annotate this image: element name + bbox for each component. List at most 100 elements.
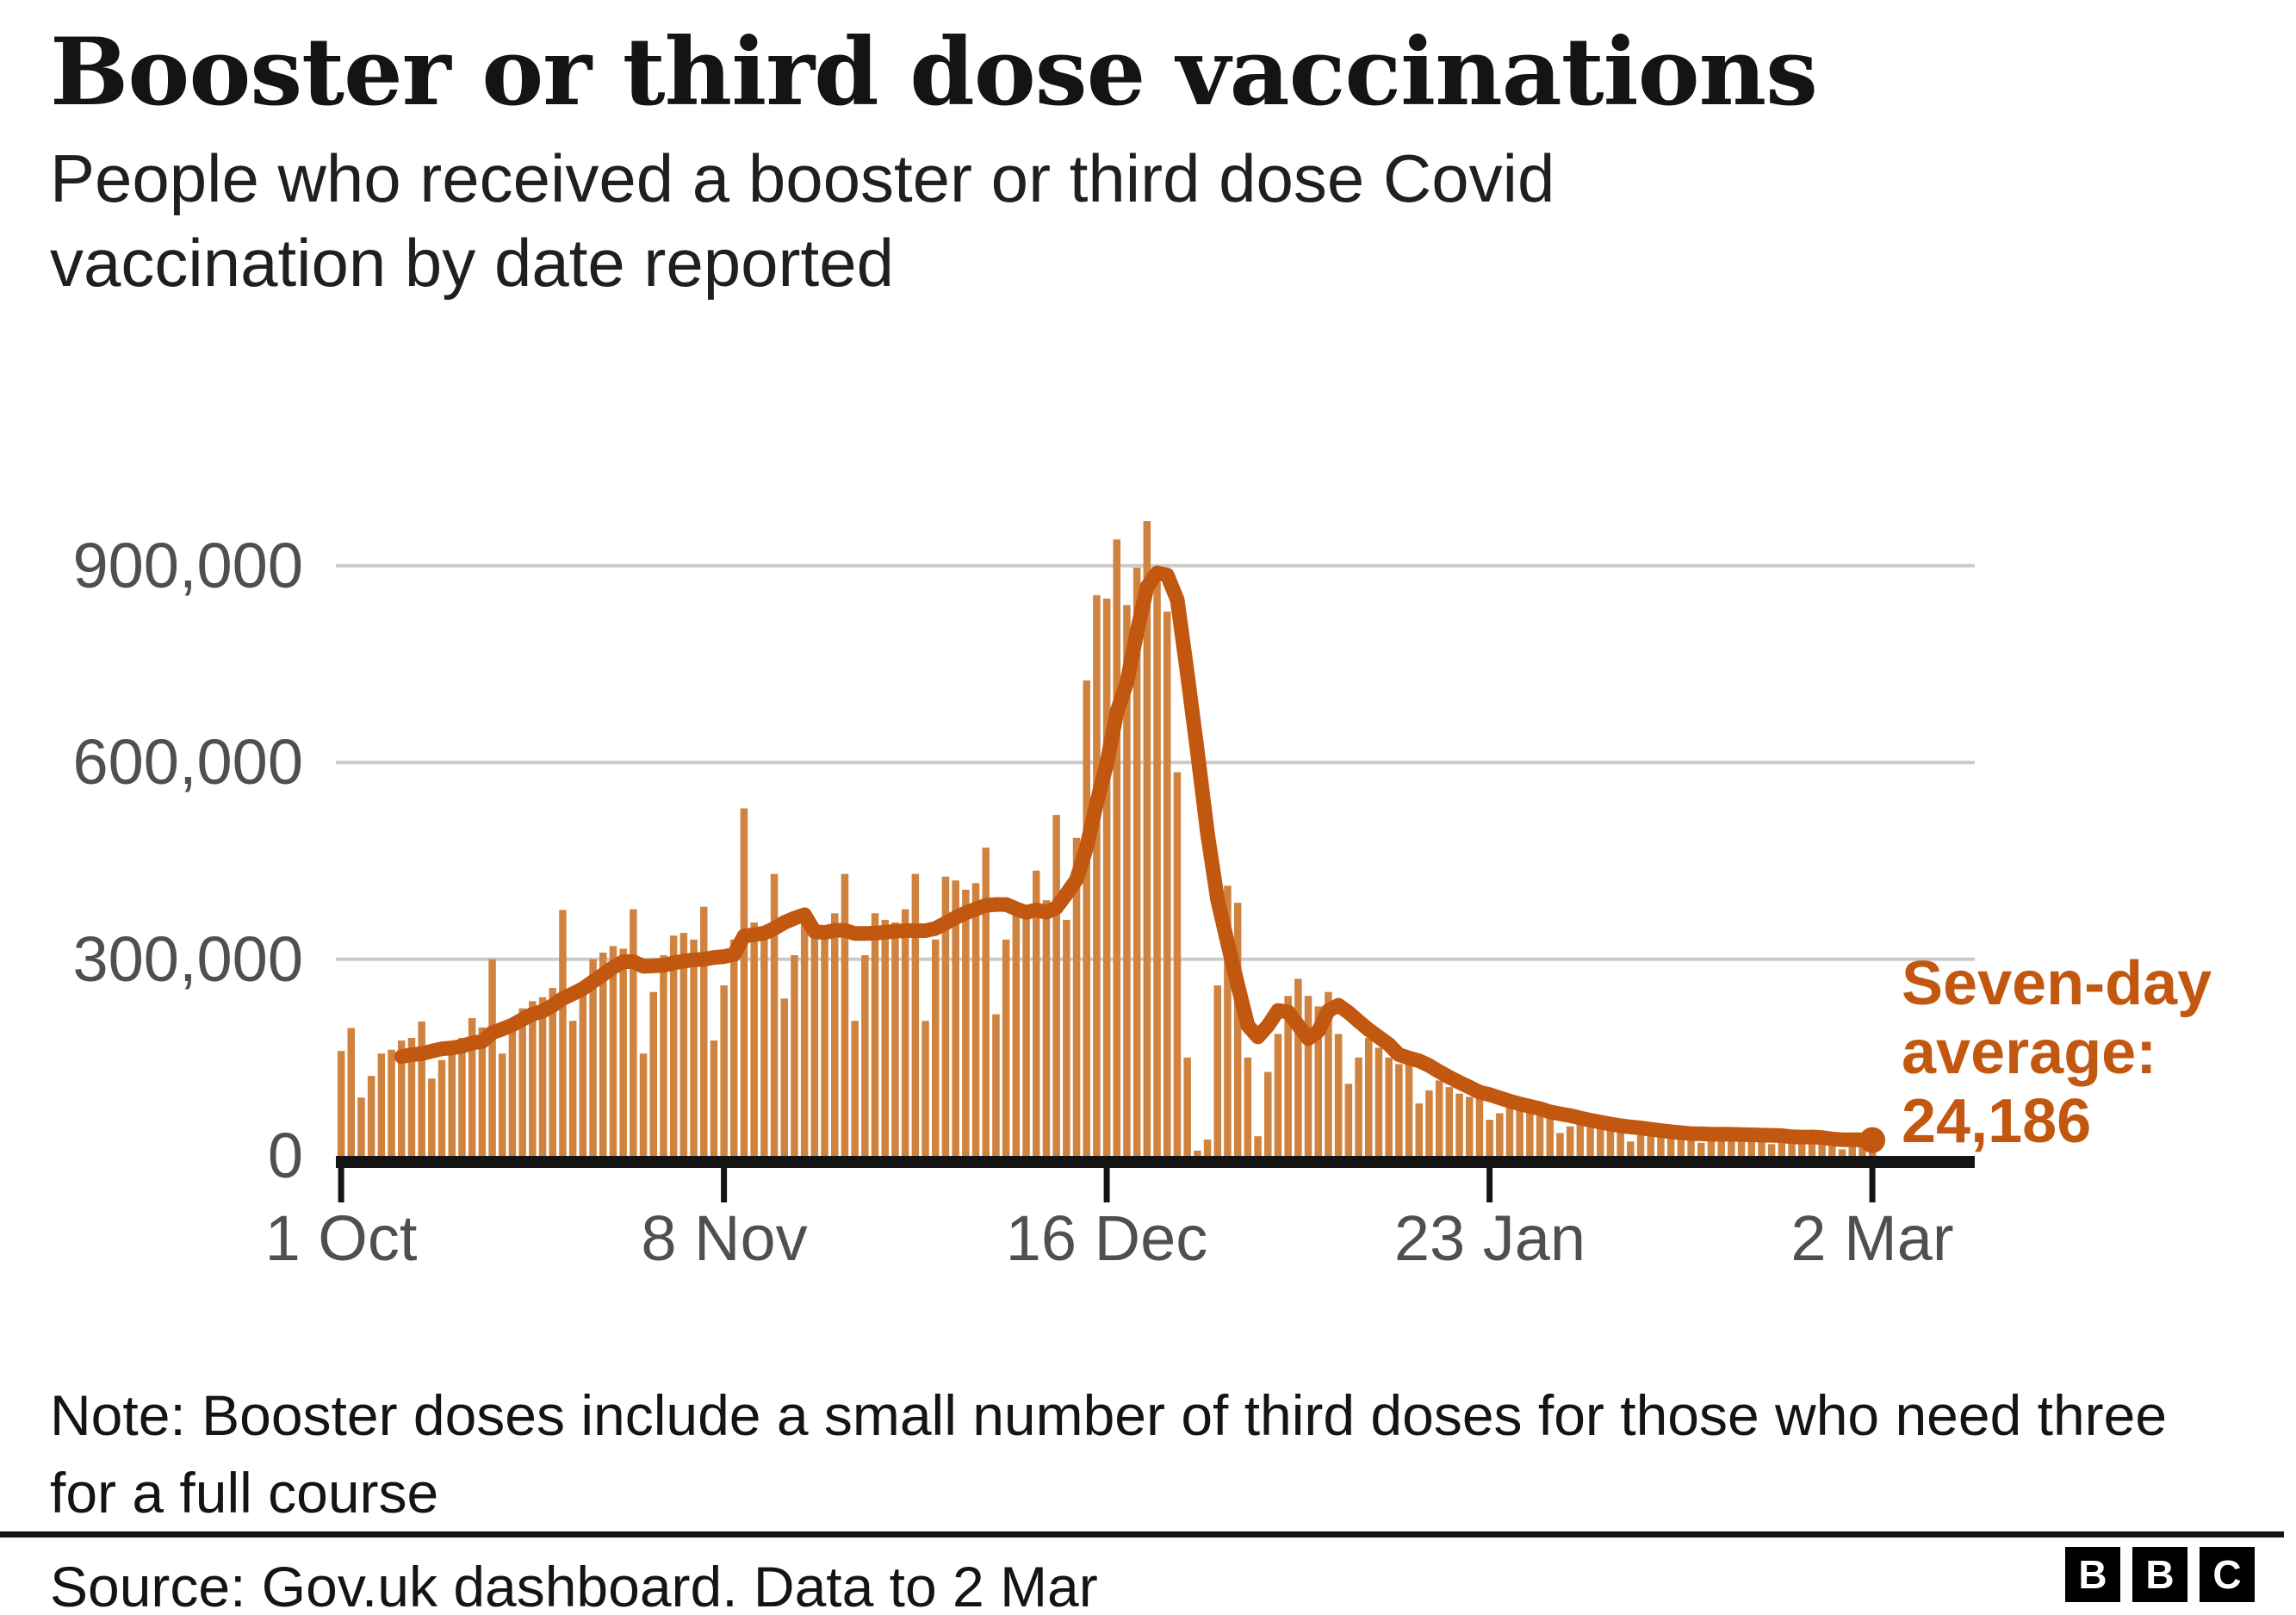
- daily-bar: [1203, 1140, 1212, 1156]
- daily-bar: [1415, 1103, 1423, 1156]
- daily-bar: [1274, 1034, 1282, 1156]
- daily-bar: [619, 948, 627, 1156]
- daily-bar: [549, 988, 556, 1156]
- daily-bar: [1606, 1126, 1615, 1156]
- daily-bar: [1647, 1129, 1654, 1156]
- x-axis-tick: [338, 1156, 344, 1202]
- source-credit: Source: Gov.uk dashboard. Data to 2 Mar: [50, 1555, 1098, 1615]
- daily-bar: [1153, 581, 1161, 1156]
- daily-bar: [559, 910, 567, 1156]
- daily-bar: [428, 1078, 436, 1156]
- daily-bar: [660, 955, 667, 1156]
- x-axis-tick: [1869, 1156, 1876, 1202]
- daily-bar: [1123, 605, 1131, 1156]
- daily-bar: [508, 1031, 517, 1156]
- page-title: Booster or third dose vaccinations: [50, 18, 1818, 127]
- daily-bar: [932, 939, 940, 1156]
- daily-bar: [1505, 1103, 1514, 1156]
- daily-bar: [1304, 996, 1312, 1156]
- line-end-dot: [1859, 1127, 1886, 1153]
- daily-bar: [881, 919, 889, 1156]
- daily-bar: [992, 1014, 1000, 1156]
- daily-bar: [1546, 1116, 1554, 1156]
- daily-bar: [1132, 568, 1141, 1156]
- daily-bar: [1022, 906, 1030, 1156]
- daily-bar: [1466, 1096, 1474, 1156]
- y-tick-label: 900,000: [72, 530, 304, 601]
- daily-bar: [367, 1076, 375, 1156]
- daily-bar: [821, 929, 828, 1156]
- daily-bar: [1808, 1133, 1816, 1156]
- daily-bar: [1677, 1134, 1685, 1156]
- daily-bar: [1213, 985, 1221, 1156]
- annotation-line-1: Seven-day: [1902, 949, 2212, 1018]
- daily-bar: [1405, 1057, 1413, 1156]
- daily-bar: [1063, 919, 1070, 1156]
- daily-bar: [871, 913, 879, 1156]
- daily-bar: [649, 991, 657, 1156]
- daily-bar: [337, 1051, 345, 1156]
- daily-bar: [1344, 1084, 1353, 1156]
- daily-bar: [488, 959, 496, 1156]
- daily-bar: [1072, 837, 1081, 1156]
- daily-bar: [1294, 978, 1302, 1156]
- daily-bar: [1445, 1087, 1454, 1156]
- daily-bar: [851, 1021, 859, 1156]
- daily-bar: [568, 1021, 577, 1156]
- daily-bar: [1576, 1120, 1585, 1156]
- daily-bar: [1788, 1136, 1796, 1156]
- daily-bar: [1385, 1057, 1393, 1156]
- daily-bar: [1778, 1139, 1786, 1156]
- daily-bar: [1536, 1113, 1544, 1156]
- daily-bar: [1365, 1038, 1373, 1156]
- daily-bar: [468, 1018, 476, 1156]
- daily-bar: [1838, 1149, 1846, 1156]
- daily-bar: [1224, 885, 1232, 1156]
- daily-bar: [1516, 1106, 1523, 1156]
- daily-bar: [1102, 598, 1111, 1156]
- bbc-logo: B B C: [2065, 1547, 2255, 1602]
- x-tick-label: 16 Dec: [1005, 1202, 1208, 1274]
- daily-bar: [1435, 1080, 1443, 1156]
- daily-bar: [911, 873, 920, 1156]
- daily-bar: [1083, 680, 1090, 1156]
- daily-bar: [1052, 815, 1060, 1156]
- y-tick-label: 300,000: [72, 923, 304, 995]
- seven-day-average-annotation: Seven-day average: 24,186: [1902, 949, 2212, 1156]
- daily-bar: [1697, 1142, 1705, 1156]
- daily-bar: [1666, 1132, 1675, 1156]
- daily-bar: [458, 1038, 466, 1156]
- daily-bar: [1636, 1133, 1645, 1156]
- daily-bar: [1374, 1047, 1383, 1156]
- daily-bar: [1556, 1133, 1564, 1156]
- daily-bar: [780, 998, 788, 1156]
- daily-bar: [1798, 1134, 1806, 1156]
- daily-bar: [710, 1040, 718, 1156]
- daily-bar: [941, 876, 950, 1156]
- daily-bar: [499, 1053, 506, 1156]
- daily-bar: [1113, 539, 1120, 1156]
- daily-bar: [841, 873, 849, 1156]
- daily-bar: [1597, 1124, 1604, 1156]
- daily-bar: [639, 1053, 648, 1156]
- bbc-logo-letter-b2: B: [2132, 1547, 2187, 1602]
- daily-bar: [437, 1059, 446, 1156]
- seven-day-average-line: [394, 565, 1880, 1148]
- subtitle-line-1: People who received a booster or third d…: [50, 140, 1555, 216]
- daily-bar: [1526, 1109, 1534, 1156]
- daily-bar: [1325, 991, 1332, 1156]
- daily-bar: [791, 955, 798, 1156]
- daily-bar: [1254, 1136, 1262, 1156]
- daily-bar: [1737, 1134, 1746, 1156]
- daily-bar: [418, 1021, 425, 1156]
- daily-bar: [357, 1097, 365, 1156]
- daily-bar: [1143, 521, 1151, 1156]
- x-tick-label: 8 Nov: [641, 1202, 808, 1274]
- daily-bar: [690, 939, 698, 1156]
- footer-divider: [0, 1531, 2284, 1537]
- daily-bar: [518, 1008, 526, 1156]
- daily-bar: [1173, 772, 1182, 1156]
- daily-bar: [1033, 870, 1040, 1156]
- footnote-line-1: Note: Booster doses include a small numb…: [50, 1383, 2168, 1447]
- daily-bar: [407, 1038, 416, 1156]
